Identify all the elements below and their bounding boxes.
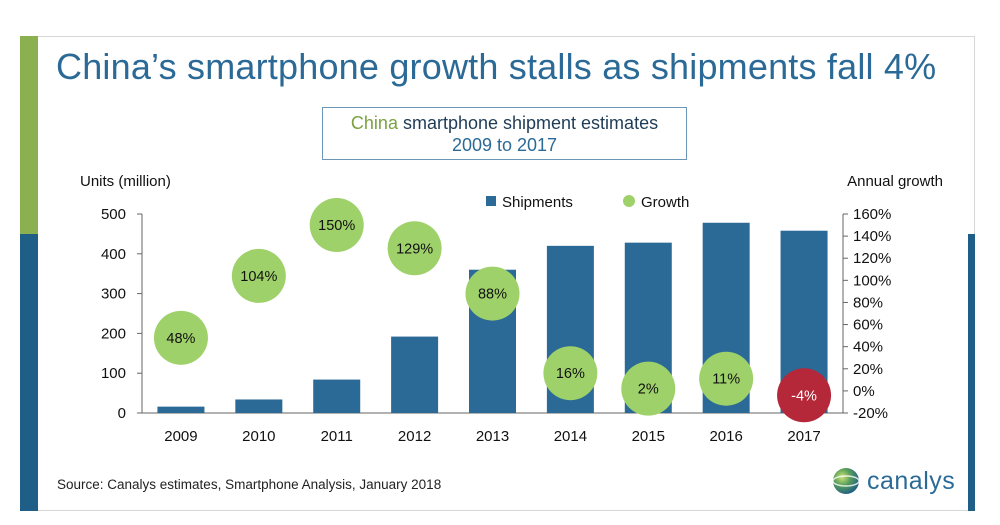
bar-shipments-2011: [313, 379, 361, 413]
x-tick-label: 2015: [632, 428, 665, 445]
y-right-tick-label: 100%: [853, 272, 891, 289]
x-tick-labels: 2009 2010 2011 2012 2013 2014 2015 2016 2017: [164, 428, 820, 445]
source-note: Source: Canalys estimates, Smartphone An…: [57, 477, 442, 492]
subtitle-accent-word: China: [350, 113, 398, 133]
growth-marker-2013: [465, 266, 520, 321]
y-axis-label-right: Annual growth: [847, 173, 943, 190]
y-tick-label: 300: [101, 286, 126, 303]
globe-icon: [832, 468, 860, 494]
growth-data-label: 88%: [478, 287, 507, 303]
y-right-tick-label: 0%: [853, 383, 875, 400]
accent-bar-green: [20, 36, 38, 234]
y-right-tick-label: 40%: [853, 339, 883, 356]
growth-marker-2015: [621, 361, 676, 416]
growth-data-label: 129%: [396, 241, 433, 257]
y-right-tick-label: 120%: [853, 250, 891, 267]
growth-marker-2012: [387, 221, 442, 276]
y-right-tick-label: 60%: [853, 317, 883, 334]
growth-data-label: 48%: [166, 331, 195, 347]
x-tick-label: 2012: [398, 428, 431, 445]
legend-swatch-growth: [623, 195, 635, 207]
y-tick-label: 200: [101, 325, 126, 342]
growth-data-label: 2%: [638, 382, 659, 398]
legend-label-shipments: Shipments: [502, 194, 573, 211]
growth-data-label: 150%: [318, 218, 355, 234]
growth-marker-2014: [543, 346, 598, 401]
x-tick-label: 2014: [554, 428, 587, 445]
growth-marker-2017: [777, 368, 832, 423]
x-tick-label: 2010: [242, 428, 275, 445]
canalys-logo: canalys: [831, 465, 955, 497]
legend-label-growth: Growth: [641, 194, 689, 211]
y-tick-labels: 0 100 200 300 400 500 -20% 0% 20% 40% 60% 80% 100% 12…: [101, 206, 891, 422]
growth-data-label: 11%: [712, 372, 740, 388]
growth-data-label: 16%: [556, 366, 585, 382]
x-tick-label: 2017: [787, 428, 820, 445]
page-title: China’s smartphone growth stalls as ship…: [56, 46, 937, 87]
x-tick-label: 2013: [476, 428, 509, 445]
subtitle-line-2: 2009 to 2017: [451, 135, 558, 155]
legend: Shipments Growth: [486, 194, 689, 211]
accent-bar-right: [968, 234, 975, 511]
y-tick-label: 400: [101, 246, 126, 263]
accent-bar-blue: [20, 234, 38, 511]
y-right-tick-label: 160%: [853, 206, 891, 223]
growth-markers: 48% 104% 150% 129% 88% 16% 2% 11% -4%: [153, 198, 832, 423]
legend-swatch-shipments: [486, 196, 496, 206]
growth-data-label: 104%: [240, 269, 277, 285]
chart-subtitle-box: China smartphone shipment estimates 2009…: [322, 107, 687, 160]
y-right-tick-label: -20%: [853, 405, 888, 422]
x-tick-label: 2009: [164, 428, 197, 445]
y-tick-label: 100: [101, 365, 126, 382]
y-axis-label: Units (million): [80, 173, 171, 190]
subtitle-rest: smartphone shipment estimates: [397, 113, 659, 133]
growth-marker-2011: [309, 198, 364, 253]
subtitle-line-1: China smartphone shipment estimates: [323, 113, 686, 134]
growth-marker-2009: [153, 310, 208, 365]
x-tick-label: 2016: [709, 428, 742, 445]
bar-shipments-2009: [157, 406, 205, 413]
y-tick-label: 500: [101, 206, 126, 223]
y-right-tick-label: 140%: [853, 228, 891, 245]
growth-data-label: -4%: [791, 388, 817, 404]
bar-shipments-2012: [391, 336, 439, 413]
logo-text: canalys: [867, 466, 956, 495]
growth-marker-2016: [699, 351, 754, 406]
growth-marker-2010: [231, 248, 286, 303]
y-tick-label: 0: [118, 405, 126, 422]
y-right-tick-label: 20%: [853, 361, 883, 378]
y-right-tick-label: 80%: [853, 294, 883, 311]
bar-shipments-2010: [235, 399, 283, 413]
x-tick-label: 2011: [321, 428, 353, 445]
